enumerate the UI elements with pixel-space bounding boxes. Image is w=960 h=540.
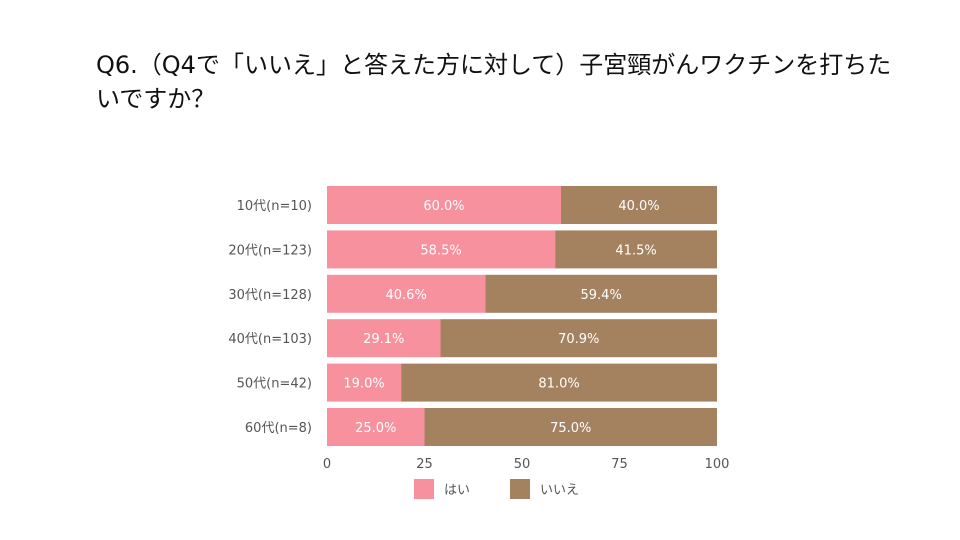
bar-yes (327, 186, 561, 224)
data-label: 81.0% (538, 377, 579, 392)
data-label: 60.0% (423, 199, 464, 214)
bar-yes (327, 363, 402, 402)
data-label: 29.1% (363, 332, 404, 347)
bar-no (424, 408, 717, 446)
legend-label-no: いいえ (540, 483, 579, 498)
title-line-2: いですか？ (96, 85, 216, 113)
data-label: 59.4% (581, 288, 622, 303)
bar-no (401, 363, 717, 402)
bar-yes (327, 319, 441, 358)
data-label: 40.0% (618, 199, 659, 214)
legend-label-yes: はい (444, 483, 470, 498)
x-tick-label: 100 (705, 457, 730, 472)
category-label: 20代(n=123) (228, 243, 312, 258)
data-label: 40.6% (386, 288, 427, 303)
title-line-1: Q6.（Q4で「いいえ」と答えた方に対して）子宮頸がんワクチンを打ちた (96, 51, 892, 79)
data-label: 58.5% (420, 243, 461, 258)
bar-yes (327, 230, 556, 269)
category-label: 50代(n=42) (237, 377, 312, 392)
x-tick-label: 75 (611, 457, 628, 472)
category-label: 30代(n=128) (228, 288, 312, 303)
data-label: 75.0% (550, 421, 591, 436)
chart-title: Q6.（Q4で「いいえ」と答えた方に対して）子宮頸がんワクチンを打ちた いですか… (96, 48, 896, 116)
data-label: 25.0% (355, 421, 396, 436)
data-label: 19.0% (343, 377, 384, 392)
legend-swatch-no (510, 479, 530, 499)
bar-no (561, 186, 717, 224)
bar-no (555, 230, 717, 269)
x-tick-label: 0 (323, 457, 331, 472)
category-label: 60代(n=8) (245, 421, 312, 436)
bar-no (485, 274, 717, 313)
x-tick-label: 50 (514, 457, 531, 472)
data-label: 41.5% (615, 243, 656, 258)
legend-swatch-yes (414, 479, 434, 499)
category-label: 10代(n=10) (237, 199, 312, 214)
category-label: 40代(n=103) (228, 332, 312, 347)
bar-yes (327, 408, 425, 446)
x-tick-label: 25 (416, 457, 433, 472)
bar-yes (327, 274, 486, 313)
data-label: 70.9% (558, 332, 599, 347)
bar-no (440, 319, 717, 358)
